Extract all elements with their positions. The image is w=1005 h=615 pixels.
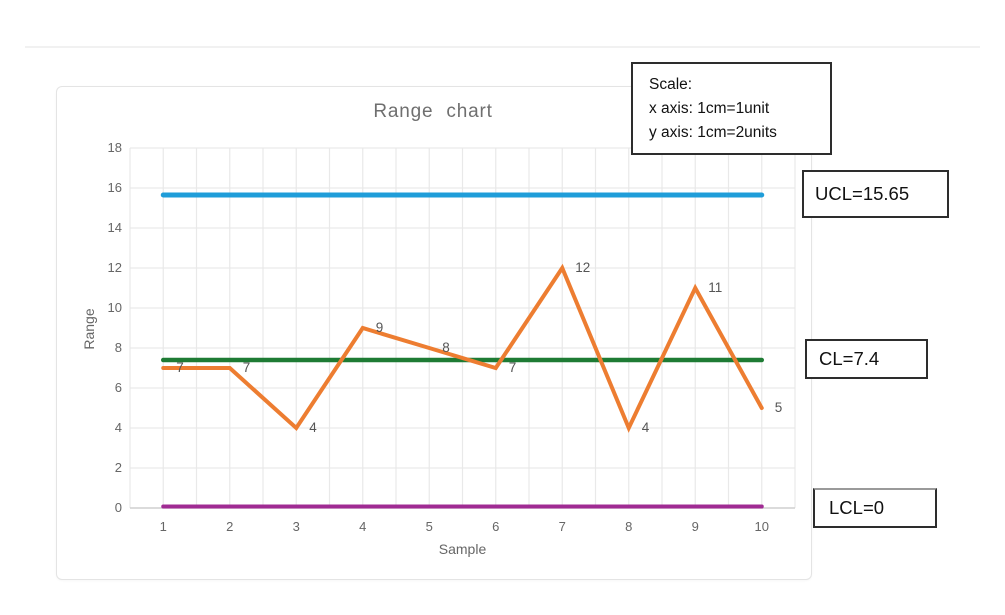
chart-panel xyxy=(56,86,812,580)
top-divider xyxy=(25,46,980,48)
range-series-line xyxy=(161,263,764,433)
data-point-label: 7 xyxy=(508,360,517,375)
lcl-label-box: LCL=0 xyxy=(813,488,937,528)
cl-label-box: CL=7.4 xyxy=(805,339,928,379)
x-tick-label: 6 xyxy=(492,519,500,534)
data-point-label: 12 xyxy=(575,260,591,275)
data-point-label: 4 xyxy=(309,420,317,435)
y-tick-label: 10 xyxy=(107,300,122,315)
y-tick-label: 2 xyxy=(114,460,122,475)
y-tick-label: 14 xyxy=(107,220,122,235)
x-tick-label: 10 xyxy=(754,519,769,534)
scale-annotation-box: Scale: x axis: 1cm=1unit y axis: 1cm=2un… xyxy=(631,62,832,155)
data-point-label: 7 xyxy=(176,360,184,375)
data-point-label: 9 xyxy=(375,320,384,335)
data-point-label: 11 xyxy=(708,280,723,295)
x-axis-title: Sample xyxy=(438,541,487,557)
y-tick-label: 18 xyxy=(107,140,122,155)
y-tick-label: 0 xyxy=(114,500,122,515)
x-tick-label: 5 xyxy=(425,519,433,534)
x-tick-label: 7 xyxy=(558,519,566,534)
y-tick-label: 4 xyxy=(114,420,122,435)
data-point-label: 7 xyxy=(242,360,251,375)
x-tick-label: 4 xyxy=(359,519,367,534)
data-point-label: 8 xyxy=(442,340,450,355)
y-tick-label: 8 xyxy=(114,340,122,355)
x-tick-label: 1 xyxy=(159,519,167,534)
scale-line-1: Scale: xyxy=(649,76,693,93)
chart-title: Range chart xyxy=(373,101,493,122)
y-tick-label: 16 xyxy=(107,180,122,195)
y-tick-label: 12 xyxy=(107,260,122,275)
x-tick-label: 9 xyxy=(691,519,699,534)
x-tick-label: 3 xyxy=(292,519,300,534)
scale-line-3: y axis: 1cm=2units xyxy=(649,124,777,142)
scale-line-2: x axis: 1cm=1unit xyxy=(649,100,770,118)
data-point-label: 4 xyxy=(641,420,650,435)
data-point-label: 5 xyxy=(774,400,783,415)
x-tick-label: 8 xyxy=(625,519,633,534)
ucl-label-box: UCL=15.65 xyxy=(802,170,949,218)
x-tick-label: 2 xyxy=(226,519,234,534)
y-tick-label: 6 xyxy=(114,380,122,395)
